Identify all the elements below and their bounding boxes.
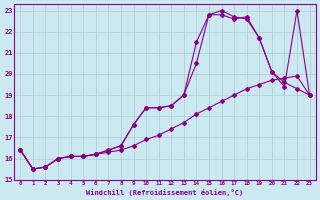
X-axis label: Windchill (Refroidissement éolien,°C): Windchill (Refroidissement éolien,°C) bbox=[86, 189, 244, 196]
